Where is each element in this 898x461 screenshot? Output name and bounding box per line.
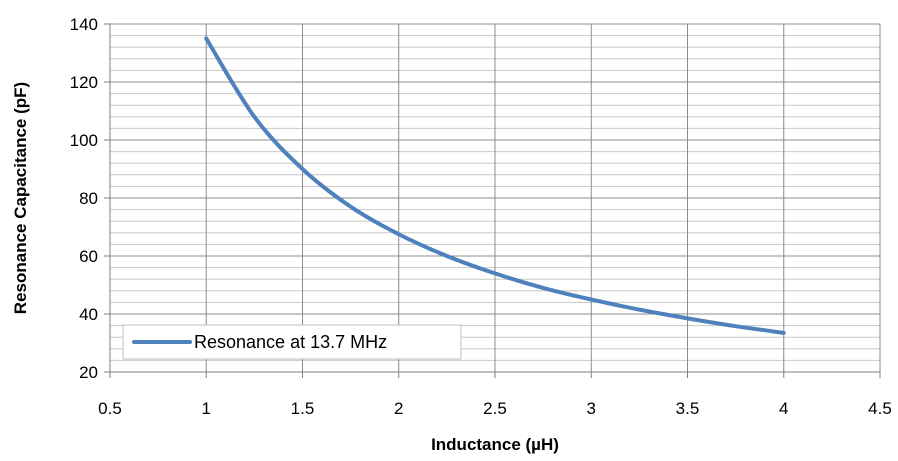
legend-label: Resonance at 13.7 MHz <box>194 332 387 352</box>
x-tick-label: 4 <box>779 399 788 418</box>
series-layer <box>204 36 786 335</box>
x-tick-label: 2 <box>394 399 403 418</box>
y-tick-label: 80 <box>79 189 98 208</box>
x-tick-label: 3.5 <box>676 399 700 418</box>
y-tick-label: 100 <box>70 131 98 150</box>
y-tick-label: 20 <box>79 363 98 382</box>
series-line <box>204 36 786 335</box>
x-tick-label: 4.5 <box>868 399 892 418</box>
y-tick-label: 120 <box>70 73 98 92</box>
x-tick-label: 2.5 <box>483 399 507 418</box>
tick-labels: 20 40 60 80 100 120 140 0.5 1 1.5 2 2.5 3 3.5 4 4.5 <box>70 15 892 418</box>
x-tick-label: 0.5 <box>98 399 122 418</box>
y-tick-label: 140 <box>70 15 98 34</box>
x-tick-label: 1.5 <box>291 399 315 418</box>
x-tick-label: 3 <box>587 399 596 418</box>
legend: Resonance at 13.7 MHz <box>122 324 462 360</box>
x-tick-label: 1 <box>202 399 211 418</box>
y-tick-label: 40 <box>79 305 98 324</box>
y-tick-label: 60 <box>79 247 98 266</box>
x-axis-title: Inductance (µH) <box>431 435 559 454</box>
y-axis-title: Resonance Capacitance (pF) <box>11 82 30 314</box>
